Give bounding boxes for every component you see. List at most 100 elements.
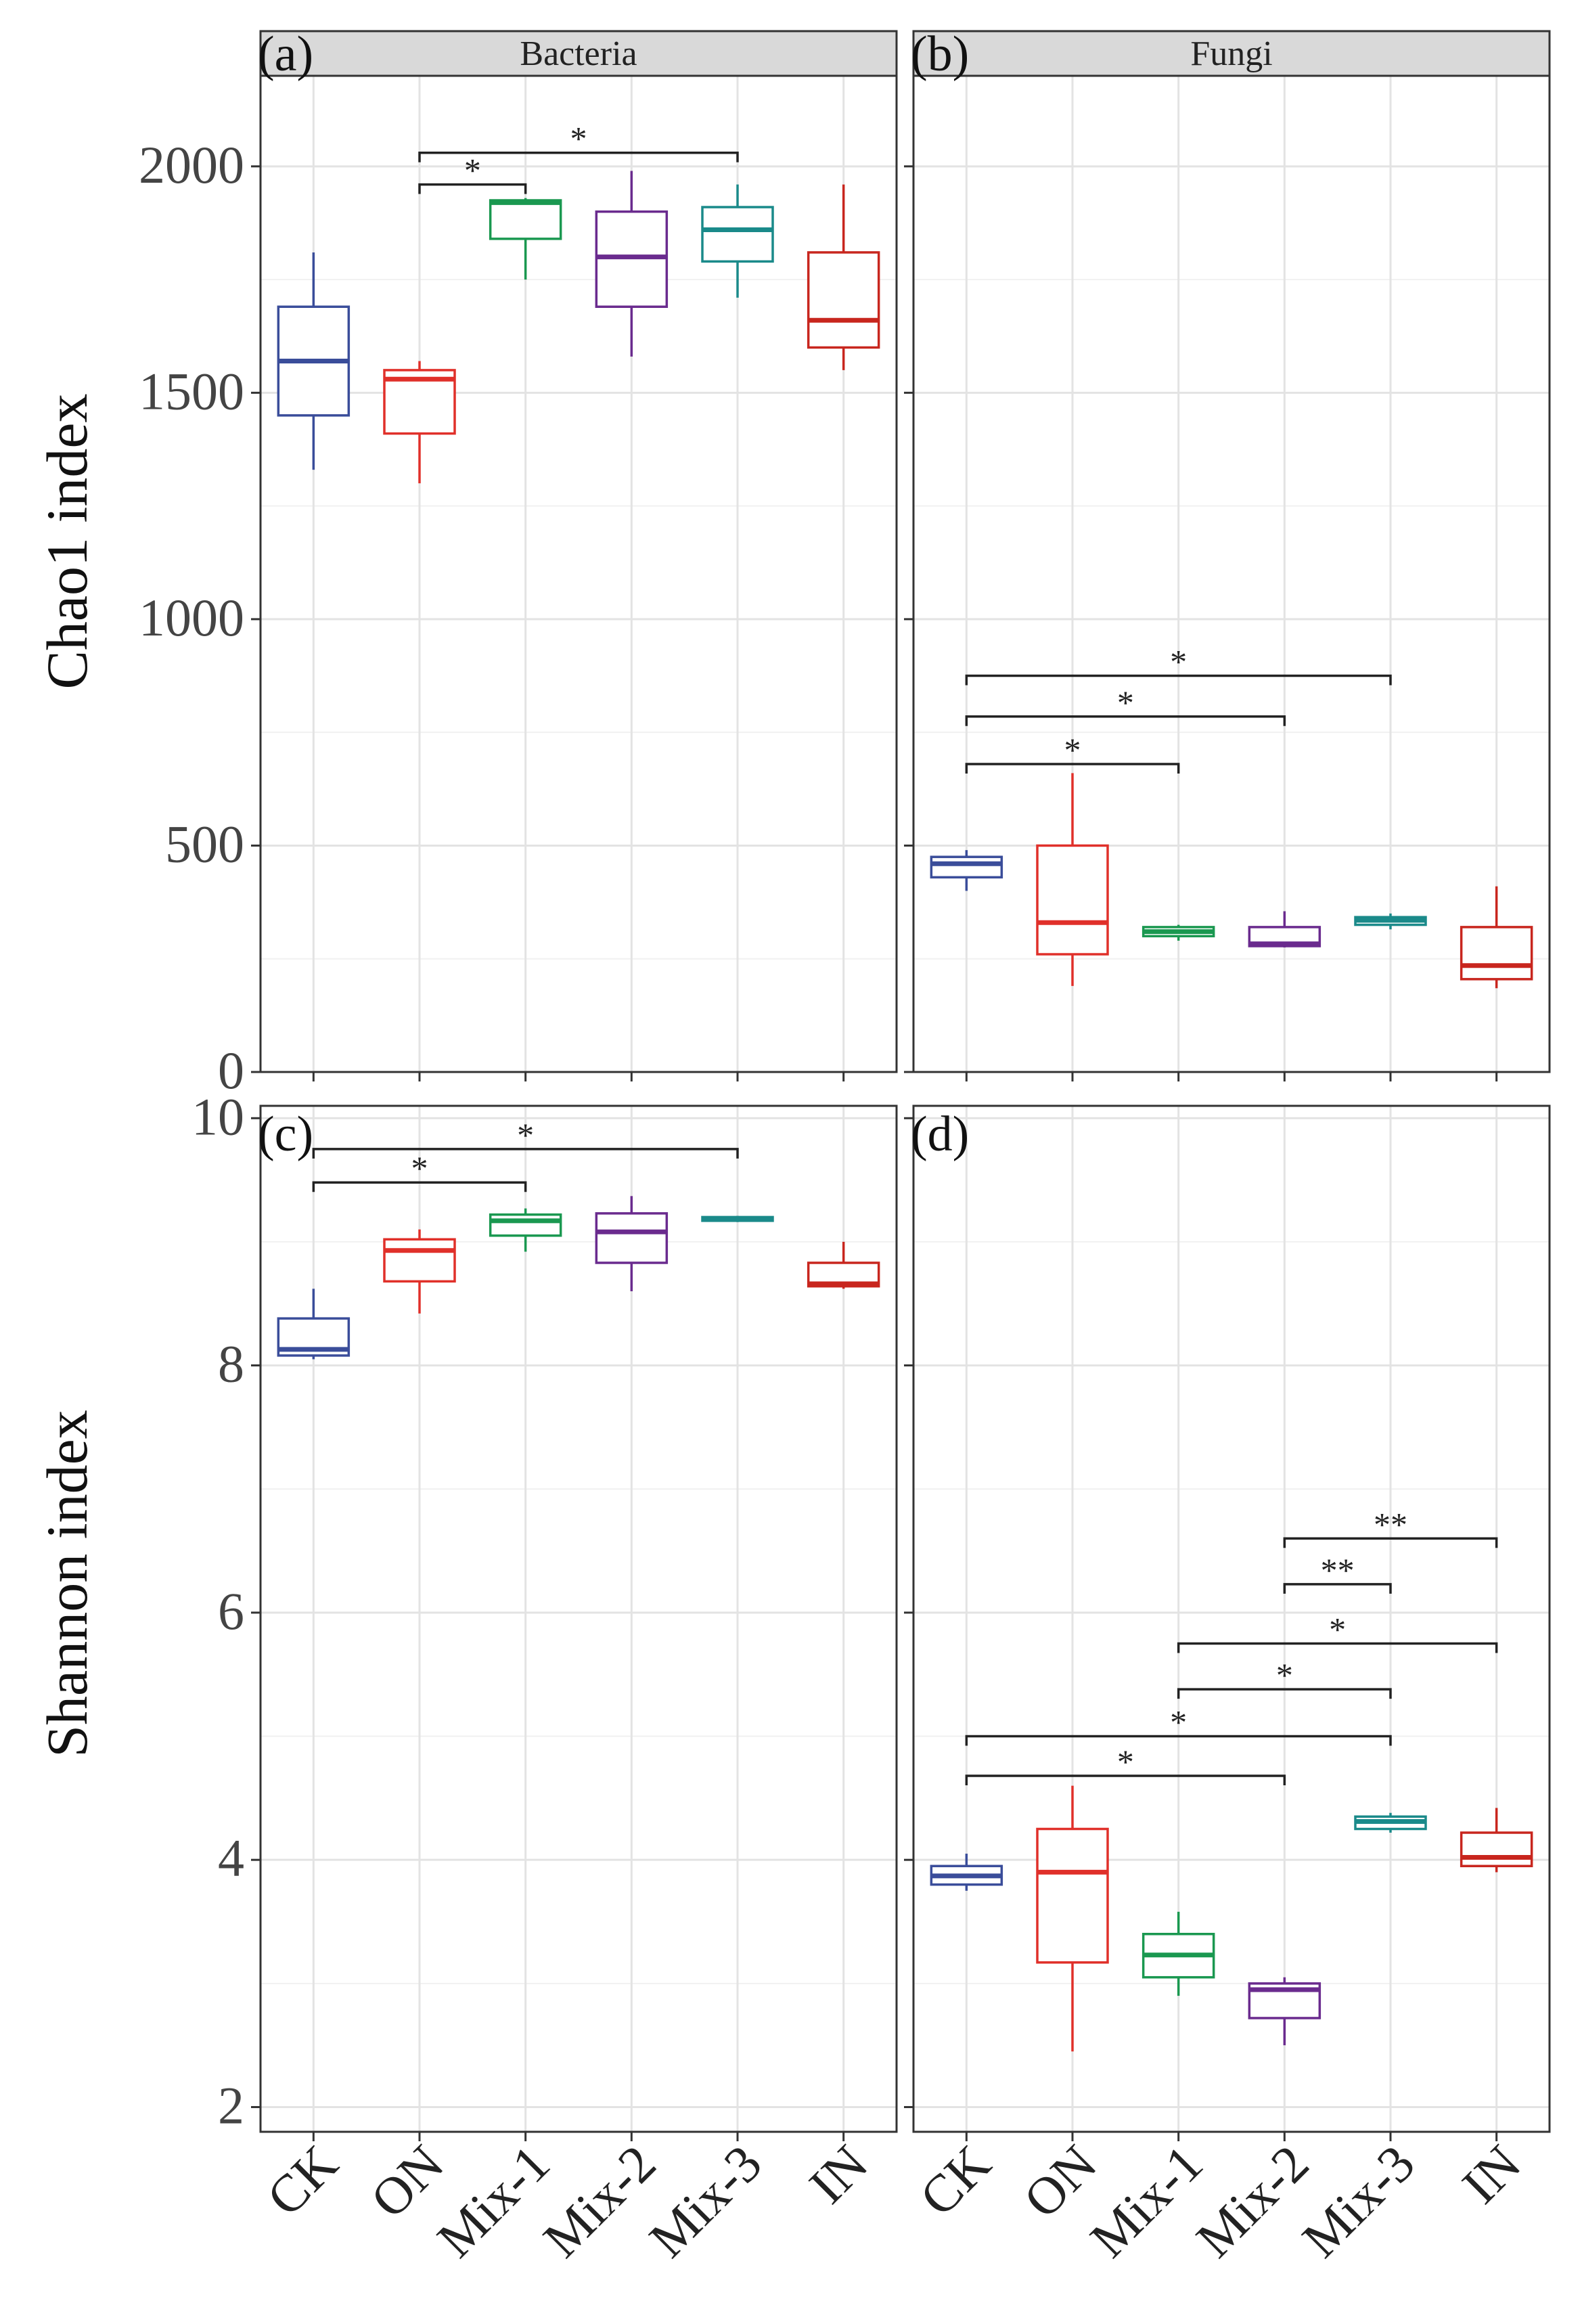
y-title-chao1: Chao1 index (35, 393, 99, 689)
significance-label: * (464, 152, 481, 189)
y-tick-label: 2 (218, 2076, 244, 2135)
box-on (1036, 773, 1109, 986)
y-tick-label: 6 (218, 1582, 244, 1640)
significance-bracket: ** (1283, 1551, 1392, 1594)
significance-bracket: * (418, 120, 739, 162)
x-tick-label-ck: CK (255, 2134, 348, 2227)
significance-bracket: * (1177, 1656, 1392, 1699)
box-mix-3 (701, 1215, 774, 1222)
significance-bracket: * (965, 684, 1286, 726)
x-tick-label-in: IN (798, 2134, 879, 2215)
bracket-line (418, 183, 527, 194)
significance-label: * (1117, 1743, 1134, 1781)
bracket-line (965, 1735, 1392, 1746)
significance-bracket: * (312, 1149, 527, 1192)
x-tick-label-ck: CK (908, 2134, 1001, 2227)
significance-label: * (1064, 731, 1081, 769)
significance-bracket: * (1177, 1611, 1498, 1653)
significance-bracket: * (312, 1116, 739, 1159)
significance-bracket: * (965, 731, 1180, 774)
panels: Bacteria**(a)0500100015002000Fungi***(b)… (139, 26, 1551, 2141)
y-title-shannon: Shannon index (35, 1410, 99, 1758)
box-mix-2 (1248, 1977, 1321, 2046)
y-axis-titles: Chao1 index Shannon index (35, 393, 99, 1757)
box-mix-3 (701, 184, 774, 298)
strip-header (912, 30, 1551, 77)
bracket-line (418, 151, 739, 162)
bracket-line (1283, 1583, 1392, 1594)
box-iqr (1036, 1827, 1109, 1964)
x-tick-label-mix-3: Mix-3 (1291, 2134, 1426, 2269)
x-tick-label-mix-1: Mix-1 (1079, 2134, 1213, 2269)
significance-label: * (1117, 684, 1134, 721)
significance-bracket: * (965, 643, 1392, 686)
strip-title: Bacteria (520, 35, 637, 73)
box-on (383, 1229, 456, 1314)
box-mix-2 (595, 171, 669, 357)
box-ck (277, 1289, 351, 1360)
bracket-line (965, 763, 1180, 774)
y-tick-label: 10 (191, 1087, 244, 1146)
box-mix-1 (1142, 924, 1215, 941)
bracket-line (1177, 1642, 1498, 1653)
panel-border (259, 1104, 898, 2133)
significance-label: * (1170, 643, 1187, 681)
panel-2: Fungi * * * (b) (904, 26, 1551, 1081)
box-mix-3 (1354, 1812, 1427, 1833)
box-mix-2 (1248, 911, 1321, 947)
x-tick-label-mix-2: Mix-2 (532, 2134, 666, 2269)
bracket-line (1283, 1537, 1498, 1548)
box-in (807, 1241, 880, 1289)
box-iqr (1460, 1831, 1533, 1868)
box-mix-1 (489, 1208, 562, 1252)
y-tick-label: 1500 (139, 361, 244, 420)
box-iqr (701, 206, 774, 263)
x-tick-label-in: IN (1451, 2134, 1532, 2215)
significance-label: ** (1374, 1505, 1407, 1543)
y-tick-label: 500 (165, 814, 244, 873)
panel-label: (d) (911, 1107, 969, 1162)
y-tick-label: 2000 (139, 135, 244, 194)
box-in (1460, 1808, 1533, 1873)
significance-bracket: * (965, 1743, 1286, 1785)
box-ck (930, 1854, 1003, 1891)
box-iqr (595, 1212, 669, 1264)
box-mix-2 (595, 1196, 669, 1291)
panel-3: * * (c) 2 4 6 8 10 (191, 1087, 898, 2141)
bracket-line (965, 1774, 1286, 1785)
bracket-line (1177, 1688, 1392, 1699)
box-in (807, 184, 880, 370)
bracket-line (312, 1181, 527, 1192)
significance-label: * (517, 1116, 534, 1154)
significance-label: * (570, 120, 587, 158)
panel-border (912, 1104, 1551, 2133)
x-tick-label-mix-2: Mix-2 (1185, 2134, 1319, 2269)
box-iqr (383, 1238, 456, 1283)
panel-border (912, 74, 1551, 1073)
x-tick-label-mix-3: Mix-3 (638, 2134, 773, 2269)
panel-1: Bacteria * * (a) 0 500 1000 1500 2000 (139, 26, 898, 1100)
strip-header (259, 30, 898, 77)
box-ck (930, 850, 1003, 891)
bracket-line (312, 1148, 739, 1159)
box-iqr (1036, 844, 1109, 956)
box-in (1460, 886, 1533, 989)
box-mix-1 (1142, 1911, 1215, 1996)
box-iqr (930, 855, 1003, 879)
y-tick-label: 8 (218, 1335, 244, 1393)
significance-bracket: ** (1283, 1505, 1498, 1548)
y-tick-label: 0 (218, 1041, 244, 1100)
strip-title: Fungi (1190, 35, 1272, 73)
panel-4: ********(d) (904, 1104, 1551, 2141)
significance-label: ** (1321, 1551, 1355, 1589)
bracket-line (965, 674, 1392, 686)
box-iqr (1460, 926, 1533, 981)
box-mix-1 (489, 198, 562, 280)
box-on (383, 361, 456, 484)
box-ck (277, 252, 351, 470)
bracket-line (965, 715, 1286, 726)
box-iqr (807, 251, 880, 349)
panel-border (259, 74, 898, 1073)
